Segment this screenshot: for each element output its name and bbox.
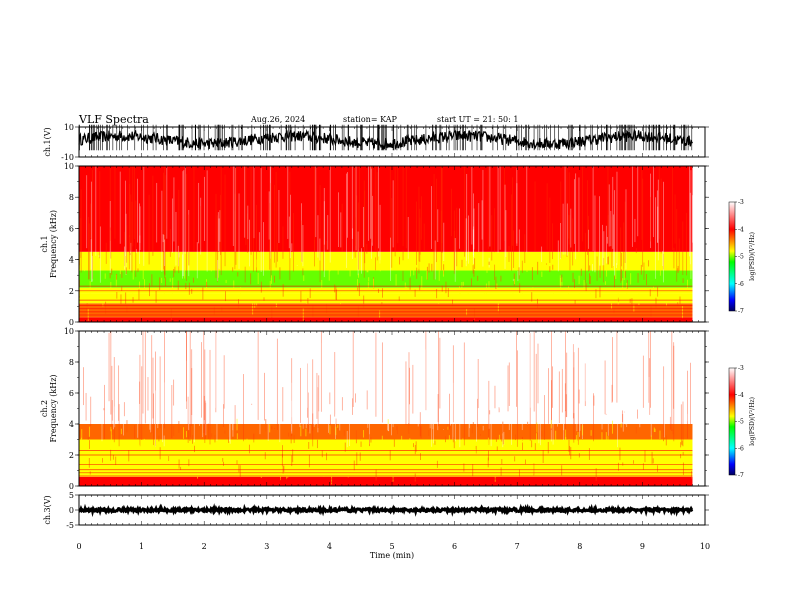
- colorbar-label: log(PSD)(V²/Hz): [749, 397, 756, 446]
- x-tick-label: 9: [640, 542, 645, 551]
- y-tick-label: 0: [69, 506, 74, 515]
- colorbar-tick-label: -4: [738, 392, 744, 399]
- colorbar-tick-label: -5: [738, 254, 744, 261]
- spectrogram-texture: [79, 331, 693, 485]
- waveform-trace: [78, 503, 694, 518]
- colorbar-tick-label: -6: [738, 445, 744, 452]
- spectrogram-band: [79, 331, 693, 424]
- x-tick-label: 3: [264, 542, 269, 551]
- y-tick-label: 4: [69, 256, 74, 265]
- spectrogram-band: [79, 251, 693, 271]
- colorbar: [728, 367, 736, 476]
- y-tick-label: 6: [69, 224, 74, 233]
- spectrogram-band: [79, 439, 693, 477]
- y-tick-label: 2: [69, 451, 74, 460]
- spectrogram-band: [79, 270, 693, 288]
- y-tick-label: 5: [69, 491, 74, 500]
- y-tick-label: 8: [69, 358, 74, 367]
- x-tick-label: 10: [700, 542, 710, 551]
- colorbar-tick-label: -5: [738, 419, 744, 426]
- spectrogram-band: [79, 424, 693, 440]
- spectrogram-texture: [79, 166, 693, 321]
- colorbar-tick-label: -3: [738, 365, 744, 372]
- y-tick-label: 2: [69, 287, 74, 296]
- spectrogram-band: [79, 293, 693, 304]
- y-tick-label: 10: [64, 327, 74, 336]
- date-label: Aug.26, 2024: [251, 115, 306, 124]
- y-tick-label: 0: [69, 318, 74, 327]
- x-tick-label: 4: [327, 542, 332, 551]
- waveform-spikes: [78, 124, 693, 151]
- spectrogram-band: [79, 317, 693, 322]
- y-tick-label: 10: [64, 123, 74, 132]
- colorbar-tick-label: -7: [738, 472, 744, 479]
- y-axis-label: ch.2: [40, 400, 49, 417]
- colorbar-tick-label: -6: [738, 281, 744, 288]
- x-tick-label: 6: [452, 542, 457, 551]
- y-tick-label: 10: [64, 162, 74, 171]
- y-axis-label: ch.1(V): [43, 127, 52, 156]
- y-axis-label: ch.3(V): [43, 495, 52, 524]
- y-axis-label: Frequency (kHz): [49, 210, 58, 278]
- y-tick-label: -10: [61, 153, 74, 162]
- start-time-label: start UT = 21: 50: 1: [437, 115, 519, 124]
- station-label: station= KAP: [343, 115, 397, 124]
- y-tick-label: 4: [69, 420, 74, 429]
- colorbar-tick-label: -4: [738, 226, 744, 233]
- x-tick-label: 2: [202, 542, 207, 551]
- x-tick-label: 5: [389, 542, 394, 551]
- colorbar: [728, 201, 736, 312]
- plot-title: VLF Spectra: [79, 113, 149, 126]
- y-tick-label: -5: [66, 521, 74, 530]
- spectrogram-band: [79, 166, 693, 252]
- colorbar-tick-label: -3: [738, 199, 744, 206]
- x-tick-label: 7: [515, 542, 520, 551]
- colorbar-tick-label: -7: [738, 308, 744, 315]
- y-tick-label: 0: [69, 482, 74, 491]
- x-tick-label: 0: [76, 542, 81, 551]
- x-tick-label: 8: [577, 542, 582, 551]
- y-tick-label: 6: [69, 389, 74, 398]
- y-tick-label: 8: [69, 193, 74, 202]
- x-axis-label: Time (min): [370, 551, 414, 560]
- spectrogram-band: [79, 303, 693, 318]
- y-axis-label: ch.1: [40, 235, 49, 252]
- spectrogram-band: [79, 476, 693, 486]
- y-axis-label: Frequency (kHz): [49, 374, 58, 442]
- x-tick-label: 1: [139, 542, 144, 551]
- colorbar-label: log(PSD)(V²/Hz): [749, 232, 756, 281]
